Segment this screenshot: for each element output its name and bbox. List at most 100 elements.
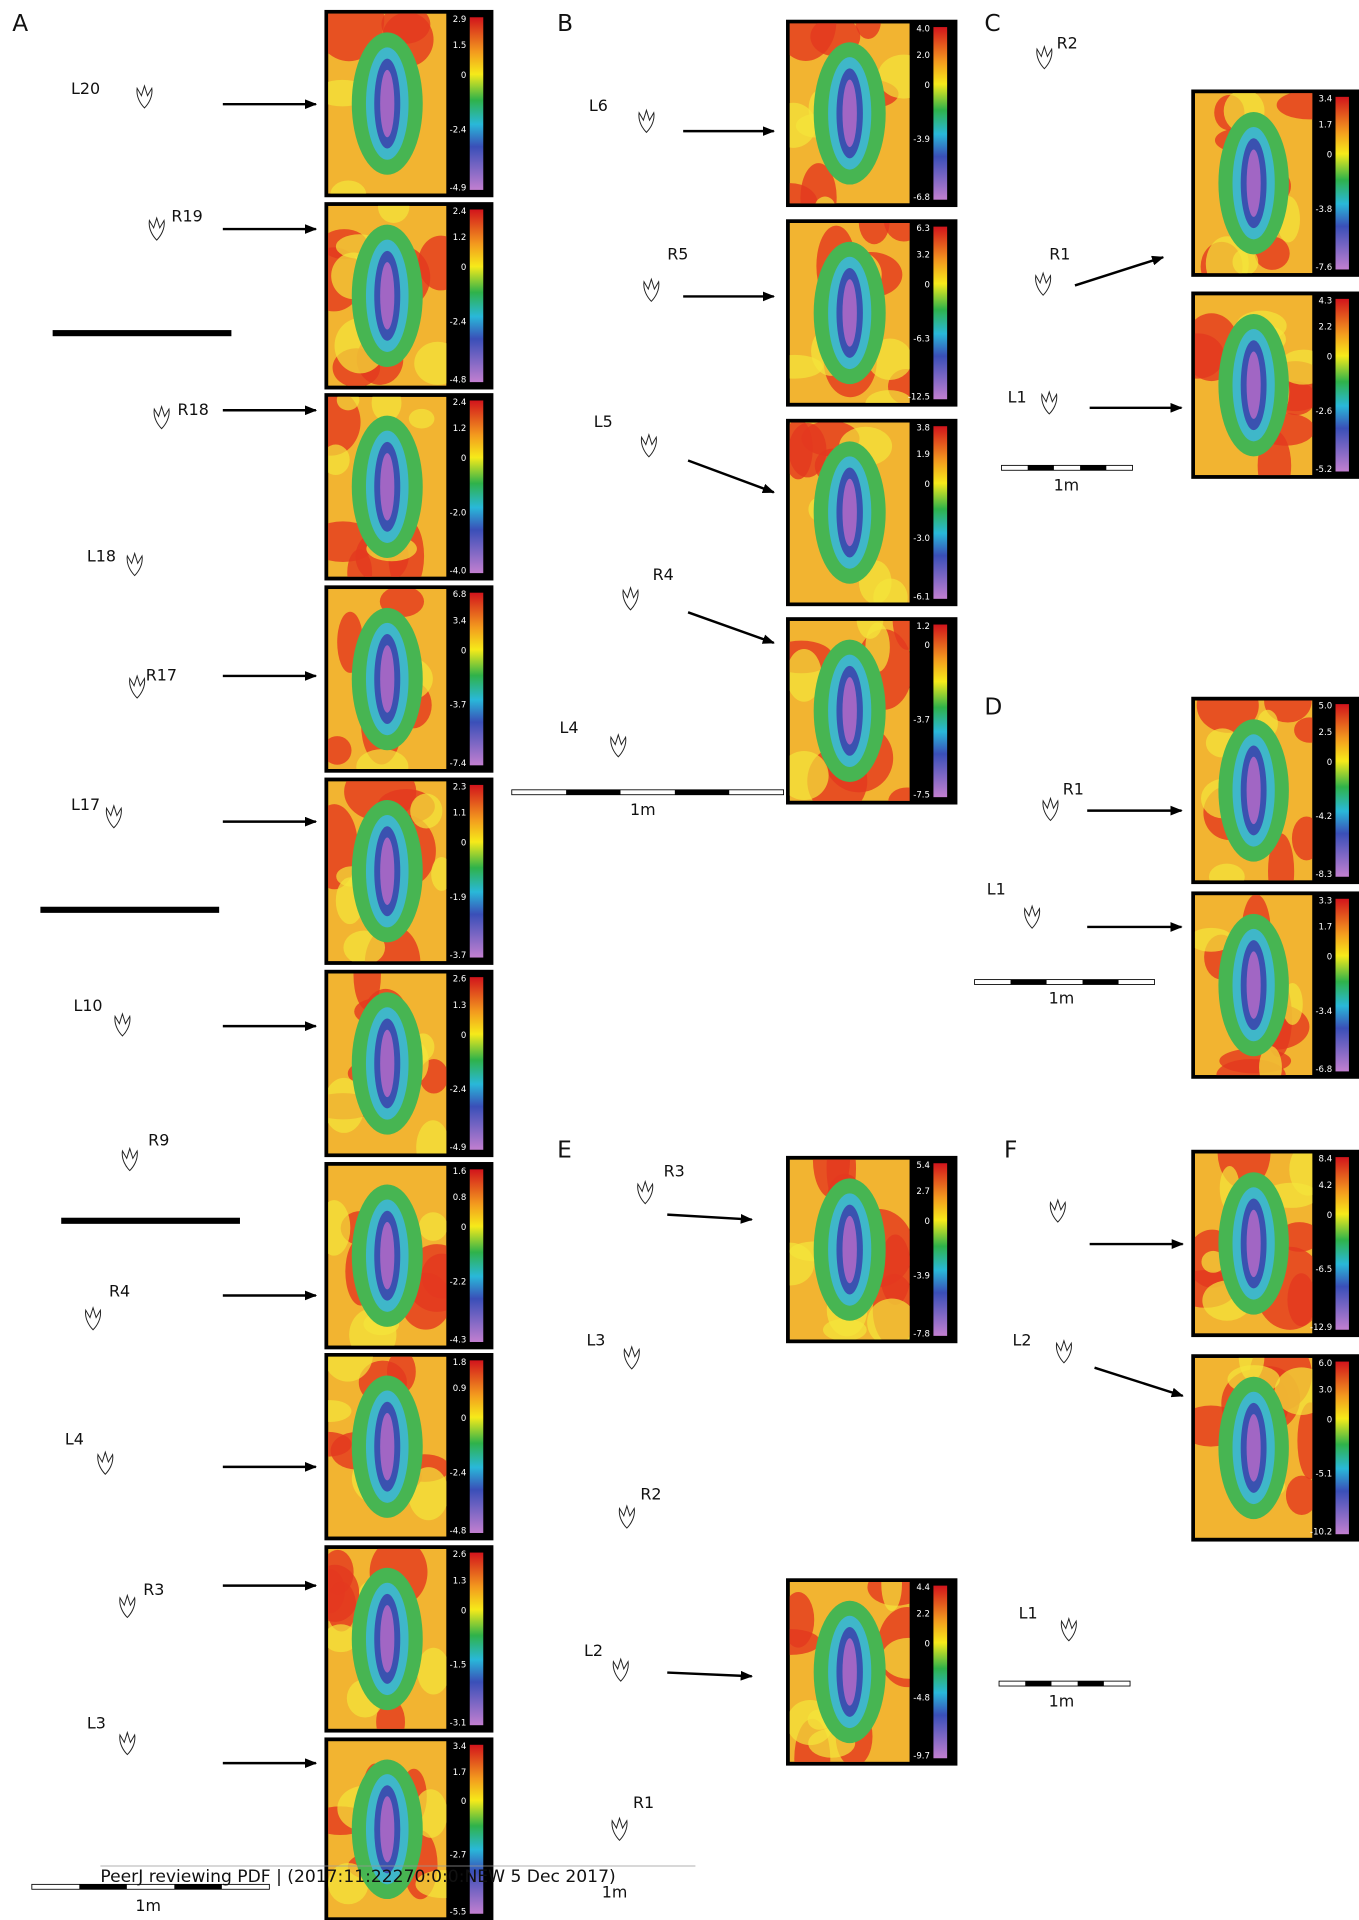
colorbar-tick-label: 1.9 (916, 450, 930, 460)
colorbar-tick-label: -5.2 (1315, 465, 1332, 475)
track-label: R1 (1063, 779, 1084, 798)
colorbar-tick-label: -3.0 (913, 534, 930, 544)
scale-bar-segment (1027, 465, 1054, 471)
colorbar-tick-label: 0 (1327, 1211, 1332, 1221)
heat-purple (380, 1221, 395, 1290)
colorbar-tick-label: -6.8 (1315, 1065, 1332, 1075)
heat-purple (1246, 351, 1261, 419)
colorbar-tick-label: -4.0 (450, 567, 467, 577)
footprint-outline (105, 804, 122, 829)
colorbar-tick-label: 2.9 (453, 15, 467, 25)
heatmap: 6.0 3.0 0 -5.1 -10.2 (1191, 1354, 1359, 1542)
heat-yellow (789, 1242, 815, 1286)
colorbar-tick-label: -10.2 (1310, 1528, 1332, 1538)
heatmap: 2.9 1.5 0 -2.4 -4.9 (324, 9, 494, 198)
heat-yellow (881, 1581, 902, 1612)
heat-red (328, 736, 352, 765)
heatmap-image (328, 781, 447, 962)
colorbar-tick-label: 6.3 (916, 224, 930, 234)
heat-red (1294, 717, 1313, 743)
colorbar-tick-label: 1.7 (1319, 121, 1333, 131)
colorbar (469, 1360, 484, 1533)
colorbar-tick-label: 5.4 (916, 1161, 930, 1171)
arrow (687, 459, 775, 494)
heat-yellow (414, 341, 447, 385)
scale-bar-segment (1010, 979, 1047, 985)
footprint-outline (618, 1504, 635, 1529)
heatmap-image (1194, 895, 1313, 1076)
heat-red (1287, 1273, 1313, 1327)
heat-red (1297, 1402, 1313, 1480)
colorbar-tick-label: 2.4 (453, 207, 467, 217)
track-label: L18 (87, 547, 116, 566)
colorbar (1335, 1157, 1349, 1330)
heatmap-image (328, 1356, 447, 1537)
heat-yellow (330, 180, 367, 194)
heat-purple (380, 1796, 395, 1863)
colorbar-tick-label: -6.3 (913, 335, 930, 345)
colorbar-tick-label: -7.6 (1315, 263, 1332, 273)
colorbar-tick-label: -4.9 (450, 183, 467, 193)
heat-purple (380, 837, 395, 905)
footprint-outline (637, 1179, 654, 1205)
heat-red (328, 1581, 357, 1632)
colorbar (933, 27, 948, 200)
colorbar-tick-label: 0 (925, 280, 930, 290)
heat-purple (1246, 1209, 1261, 1278)
heat-red (789, 422, 813, 480)
heat-yellow (856, 620, 884, 639)
heat-purple (1246, 951, 1261, 1019)
colorbar-tick-label: -2.4 (450, 1085, 467, 1095)
colorbar-tick-label: 3.8 (916, 424, 930, 434)
heat-yellow (815, 196, 835, 204)
heatmap: 1.6 0.8 0 -2.2 -4.3 (324, 1162, 494, 1350)
heat-purple (842, 478, 857, 547)
colorbar (1335, 1361, 1349, 1535)
footprint-outline (643, 277, 660, 303)
heatmap-image (328, 1165, 447, 1346)
scale-bar-segment (174, 1884, 222, 1890)
heat-yellow (328, 1624, 359, 1653)
colorbar-tick-label: -7.5 (913, 791, 930, 801)
colorbar-tick-label: 2.4 (453, 398, 467, 408)
colorbar-tick-label: 3.3 (1319, 896, 1333, 906)
heat-yellow (1274, 1367, 1313, 1415)
heat-purple (380, 1605, 395, 1673)
colorbar-tick-label: 2.2 (916, 1609, 930, 1619)
heatmap: 2.3 1.1 0 -1.9 -3.7 (324, 777, 494, 965)
track-label: R4 (653, 565, 674, 584)
heat-yellow (1259, 1046, 1282, 1076)
colorbar-tick-label: -2.4 (450, 1468, 467, 1478)
heat-yellow (336, 396, 360, 411)
arrow (1074, 255, 1165, 287)
colorbar-tick-label: 2.0 (916, 51, 930, 61)
arrow (687, 611, 775, 645)
colorbar-tick-label: 1.3 (453, 1001, 467, 1011)
black-bar (61, 1217, 240, 1224)
colorbar-tick-label: 4.3 (1319, 296, 1333, 306)
colorbar (469, 1744, 484, 1914)
black-bar (52, 330, 232, 337)
heat-yellow (865, 390, 910, 403)
heat-yellow (410, 793, 443, 829)
heatmap-image (328, 13, 447, 194)
heatmap: 6.3 3.2 0 -6.3 -12.5 (786, 219, 958, 407)
colorbar-tick-label: -4.2 (1315, 812, 1332, 822)
heat-yellow (418, 1212, 447, 1241)
track-label: R2 (640, 1485, 661, 1504)
colorbar-tick-label: 0 (461, 1606, 466, 1616)
track-label: R5 (667, 244, 688, 263)
colorbar-tick-label: 2.6 (453, 975, 467, 985)
heat-red (328, 1431, 352, 1457)
arrow (667, 1213, 753, 1224)
heat-purple (1246, 149, 1261, 217)
heatmap: 1.2 0 -3.7 -7.5 (786, 617, 958, 805)
colorbar-tick-label: -4.9 (450, 1143, 467, 1153)
track-label: L1 (1019, 1603, 1038, 1622)
track-label: R19 (171, 206, 202, 225)
colorbar-tick-label: 3.0 (1319, 1385, 1333, 1395)
track-label: L2 (1013, 1330, 1032, 1349)
heat-yellow (416, 1120, 447, 1154)
colorbar-tick-label: -6.8 (913, 193, 930, 203)
